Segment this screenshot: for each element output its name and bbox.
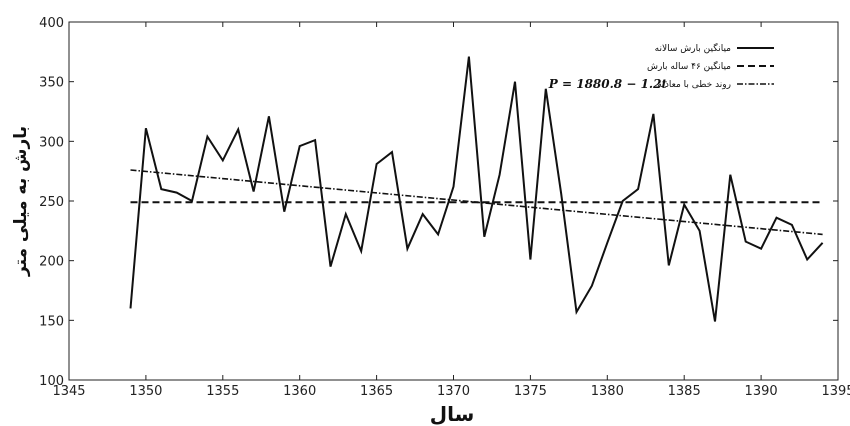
series-layer — [129, 56, 824, 322]
x-tick-label: 1385 — [668, 384, 701, 399]
x-axis-ticks: 1345 1350 1355 1360 1365 1370 1375 1380 1385 1390… — [52, 22, 850, 399]
series-linear-trend — [130, 169, 823, 236]
x-tick-label: 1380 — [591, 384, 624, 399]
y-axis-ticks: 100 150 200 250 300 350 400 — [39, 16, 838, 389]
x-tick-label: 1345 — [52, 384, 85, 399]
y-tick-label: 400 — [39, 16, 64, 31]
y-tick-label: 300 — [39, 135, 64, 150]
y-tick-label: 200 — [39, 255, 64, 270]
y-tick-label: 150 — [39, 314, 64, 329]
plot-area-frame — [68, 21, 839, 381]
x-tick-label: 1355 — [206, 384, 239, 399]
y-tick-label: 350 — [39, 76, 64, 91]
x-tick-label: 1390 — [745, 384, 778, 399]
legend: میانگین بارش سالانه میانگین ۴۶ ساله بارش… — [548, 42, 774, 91]
legend-label-annual: میانگین بارش سالانه — [655, 42, 732, 54]
x-tick-label: 1350 — [129, 384, 162, 399]
x-axis-title: سال — [430, 402, 475, 426]
legend-label-mean: میانگین ۴۶ ساله بارش — [647, 60, 731, 72]
y-tick-label: 250 — [39, 195, 64, 210]
x-tick-label: 1375 — [514, 384, 547, 399]
x-tick-label: 1360 — [283, 384, 316, 399]
series-annual-precipitation — [129, 56, 824, 322]
x-tick-label: 1395 — [821, 384, 850, 399]
y-axis-title: بارش به میلی متر — [11, 126, 31, 277]
x-tick-label: 1365 — [360, 384, 393, 399]
x-tick-label: 1370 — [437, 384, 470, 399]
legend-label-trend: روند خطی با معادله — [657, 80, 731, 90]
y-tick-label: 100 — [39, 374, 64, 389]
trend-equation: P = 1880.8 − 1.2t — [548, 77, 668, 91]
